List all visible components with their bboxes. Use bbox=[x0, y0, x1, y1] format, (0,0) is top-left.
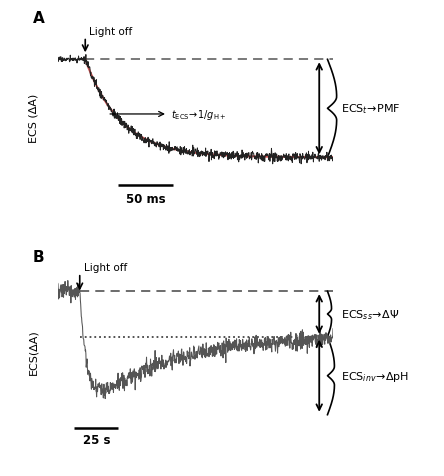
Text: ${\rm ECS}_{inv}\!\rightarrow\!\Delta{\rm pH}$: ${\rm ECS}_{inv}\!\rightarrow\!\Delta{\r… bbox=[341, 369, 409, 383]
Text: ${\rm ECS}_t\!\rightarrow\!{\rm PMF}$: ${\rm ECS}_t\!\rightarrow\!{\rm PMF}$ bbox=[341, 102, 400, 116]
Text: 50 ms: 50 ms bbox=[126, 193, 166, 206]
Text: 25 s: 25 s bbox=[83, 433, 110, 446]
Text: A: A bbox=[33, 11, 45, 26]
Text: B: B bbox=[33, 249, 44, 265]
Text: $t_{\rm ECS}\!\rightarrow\!1/g_{\rm H+}$: $t_{\rm ECS}\!\rightarrow\!1/g_{\rm H+}$ bbox=[170, 108, 226, 122]
Text: Light off: Light off bbox=[89, 27, 133, 37]
Text: ECS(∆A): ECS(∆A) bbox=[28, 328, 39, 374]
Text: ECS (∆A): ECS (∆A) bbox=[28, 93, 39, 142]
Text: Light off: Light off bbox=[84, 262, 127, 272]
Text: ${\rm ECS}_{ss}\!\rightarrow\!\Delta\Psi$: ${\rm ECS}_{ss}\!\rightarrow\!\Delta\Psi… bbox=[341, 307, 400, 321]
